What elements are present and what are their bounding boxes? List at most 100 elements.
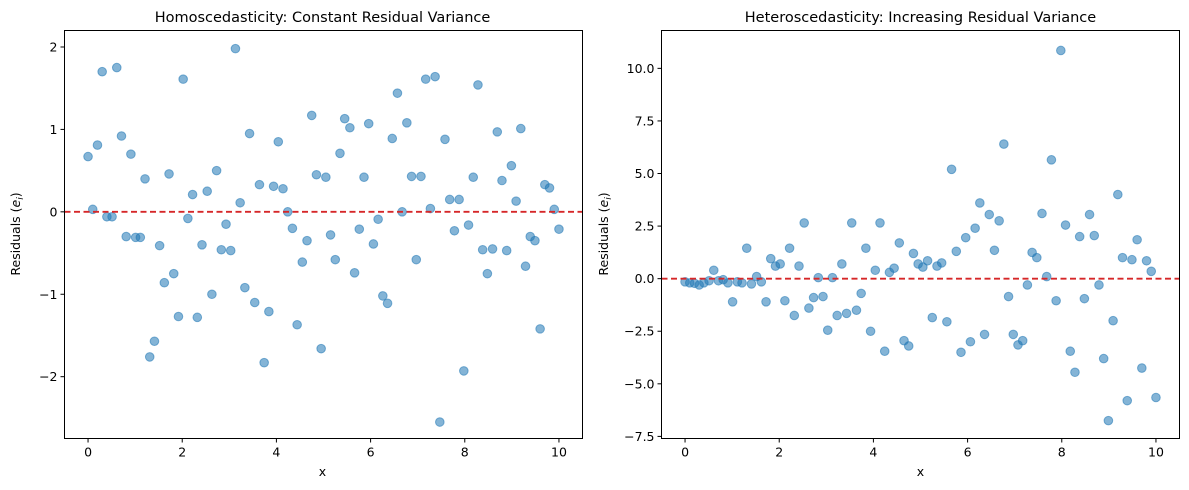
- y-axis-label: Residuals (ei): [8, 192, 26, 275]
- scatter-point: [851, 305, 862, 316]
- scatter-point: [311, 169, 322, 180]
- scatter-point: [302, 235, 312, 246]
- scatter-point: [202, 186, 212, 197]
- scatter-point: [789, 310, 800, 321]
- scatter-point: [368, 239, 379, 249]
- scatter-point: [249, 297, 260, 308]
- scatter-point: [865, 326, 876, 337]
- y-axis-label-main: Residuals (: [596, 207, 611, 275]
- y-tick-label: 0: [50, 204, 58, 219]
- scatter-point: [1065, 346, 1076, 357]
- scatter-point: [956, 347, 966, 358]
- scatter-point: [927, 312, 938, 323]
- scatter-point: [946, 164, 957, 175]
- scatter-point: [520, 261, 531, 272]
- scatter-point: [468, 172, 479, 183]
- scatter-point: [1079, 293, 1090, 304]
- scatter-point: [918, 262, 928, 272]
- scatter-point: [235, 197, 245, 208]
- scatter-point: [164, 169, 174, 179]
- scatter-point: [459, 366, 469, 376]
- scatter-point: [321, 172, 331, 183]
- scatter-point: [1003, 291, 1014, 302]
- scatter-point: [387, 133, 398, 144]
- x-axis-label: x: [917, 464, 924, 479]
- scatter-point: [287, 223, 298, 234]
- scatter-point: [244, 128, 255, 139]
- scatter-point: [889, 263, 899, 273]
- scatter-point: [975, 198, 985, 208]
- scatter-point: [492, 127, 503, 137]
- scatter-point: [1032, 252, 1042, 263]
- scatter-point: [354, 224, 365, 234]
- scatter-point: [378, 291, 388, 301]
- scatter-point: [159, 277, 170, 288]
- y-tick-label: 2: [50, 39, 58, 54]
- scatter-point: [440, 134, 450, 145]
- scatter-point: [497, 175, 507, 186]
- scatter-point: [463, 220, 474, 230]
- scatter-point: [1103, 415, 1114, 426]
- x-tick-label: 8: [461, 445, 469, 460]
- x-tick-label: 10: [1148, 445, 1164, 460]
- y-axis-label-subscript: i: [16, 197, 26, 200]
- y-axis-label-end: ): [596, 192, 611, 197]
- y-tick-label: −2: [39, 369, 57, 384]
- scatter-point: [1041, 271, 1052, 282]
- scatter-point: [477, 244, 488, 255]
- scatter-point: [544, 183, 555, 193]
- scatter-point: [780, 295, 790, 306]
- homoscedasticity-panel: Homoscedasticity: Constant Residual Vari…: [8, 10, 583, 479]
- scatter-point: [516, 123, 526, 134]
- scatter-point: [1137, 363, 1147, 373]
- scatter-point: [1074, 231, 1085, 242]
- x-tick-label: 10: [551, 445, 567, 460]
- scatter-point: [936, 258, 947, 268]
- scatter-point: [1117, 252, 1128, 263]
- y-tick-label: 10.0: [627, 61, 655, 76]
- scatter-point: [1037, 208, 1047, 219]
- scatter-point: [140, 174, 150, 184]
- scatter-point: [97, 66, 107, 77]
- scatter-point: [756, 277, 767, 287]
- scatter-point: [121, 231, 131, 242]
- scatter-point: [1060, 220, 1071, 230]
- y-tick-label: −2.5: [624, 324, 654, 339]
- scatter-point: [794, 261, 804, 271]
- scatter-point: [1108, 315, 1118, 326]
- scatter-point: [965, 336, 976, 347]
- y-tick-label: 1: [50, 122, 58, 137]
- scatter-point: [808, 292, 819, 303]
- scatter-point: [406, 171, 417, 182]
- scatter-point: [1056, 45, 1066, 56]
- scatter-point: [879, 346, 890, 357]
- scatter-point: [704, 275, 714, 286]
- scatter-point: [1127, 254, 1137, 265]
- scatter-point: [856, 288, 866, 299]
- scatter-point: [392, 88, 403, 98]
- scatter-point: [107, 211, 117, 222]
- scatter-point: [822, 325, 833, 335]
- scatter-point: [761, 296, 771, 307]
- scatter-point: [875, 218, 885, 228]
- scatter-point: [989, 245, 1000, 256]
- scatter-point: [1094, 280, 1104, 290]
- scatter-point: [1146, 266, 1157, 277]
- scatter-point: [832, 310, 842, 321]
- scatter-point: [554, 224, 564, 234]
- scatter-point: [708, 265, 719, 276]
- scatter-point: [960, 232, 971, 243]
- scatter-point: [487, 244, 498, 254]
- scatter-point: [173, 311, 184, 322]
- scatter-point: [254, 179, 265, 190]
- y-tick-label: 7.5: [635, 113, 655, 128]
- scatter-point: [225, 245, 236, 256]
- scatter-point: [454, 194, 464, 205]
- scatter-point: [1122, 395, 1133, 406]
- scatter-point: [211, 165, 222, 176]
- y-axis-label: Residuals (ei): [596, 192, 614, 275]
- x-tick-label: 6: [367, 445, 375, 460]
- scatter-point: [922, 255, 933, 266]
- scatter-point: [804, 303, 814, 313]
